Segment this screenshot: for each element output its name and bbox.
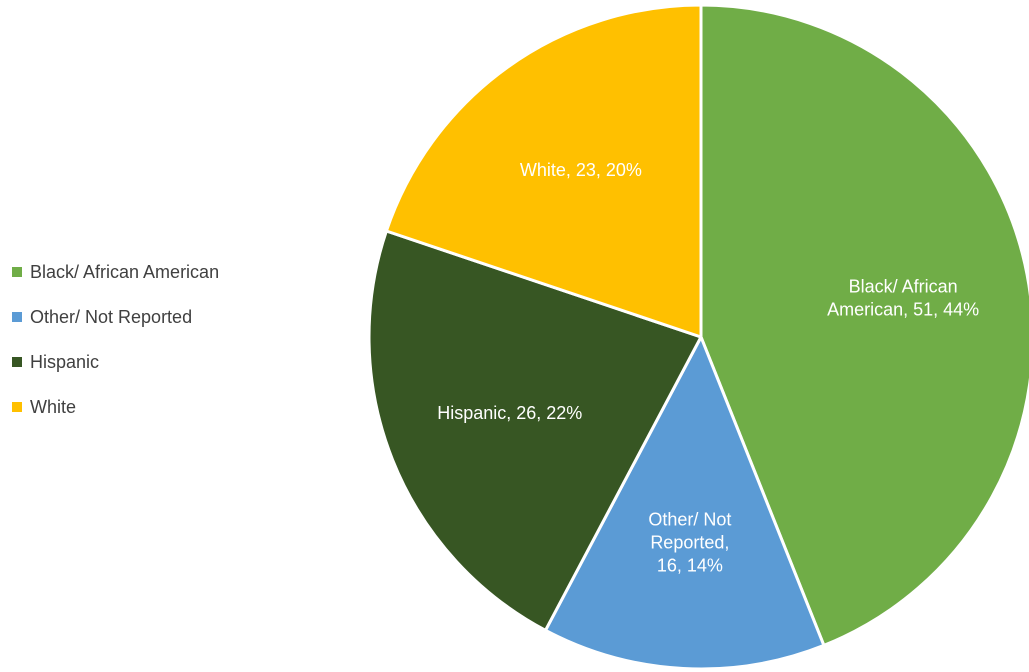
- legend-label: White: [30, 397, 76, 417]
- legend-swatch: [12, 357, 22, 367]
- pie-slice-other-not-reported: [543, 335, 826, 671]
- slice-label-white: White, 23, 20%: [520, 160, 642, 180]
- slice-label-black-african-american: Black/ African American, 51, 44%: [827, 277, 979, 320]
- legend-label: Other/ Not Reported: [30, 307, 192, 327]
- slice-label-hispanic: Hispanic, 26, 22%: [437, 403, 582, 423]
- legend-swatch: [12, 312, 22, 322]
- pie-slice-hispanic: [367, 229, 703, 632]
- legend-item-white: White: [12, 397, 76, 417]
- legend-item-other-not-reported: Other/ Not Reported: [12, 307, 192, 327]
- legend-item-hispanic: Hispanic: [12, 352, 99, 372]
- pie-slice-black-african-american: [699, 3, 1029, 647]
- legend-label: Black/ African American: [30, 262, 219, 282]
- legend-label: Hispanic: [30, 352, 99, 372]
- legend-swatch: [12, 402, 22, 412]
- legend: Black/ African American Other/ Not Report…: [12, 262, 219, 417]
- pie-slices: [367, 3, 1029, 671]
- slice-labels: Black/ African American, 51, 44% Other/ No…: [437, 160, 979, 576]
- legend-swatch: [12, 267, 22, 277]
- slice-label-other-not-reported: Other/ Not Reported, 16, 14%: [648, 510, 731, 576]
- legend-item-black-african-american: Black/ African American: [12, 262, 219, 282]
- pie-slice-white: [384, 3, 703, 339]
